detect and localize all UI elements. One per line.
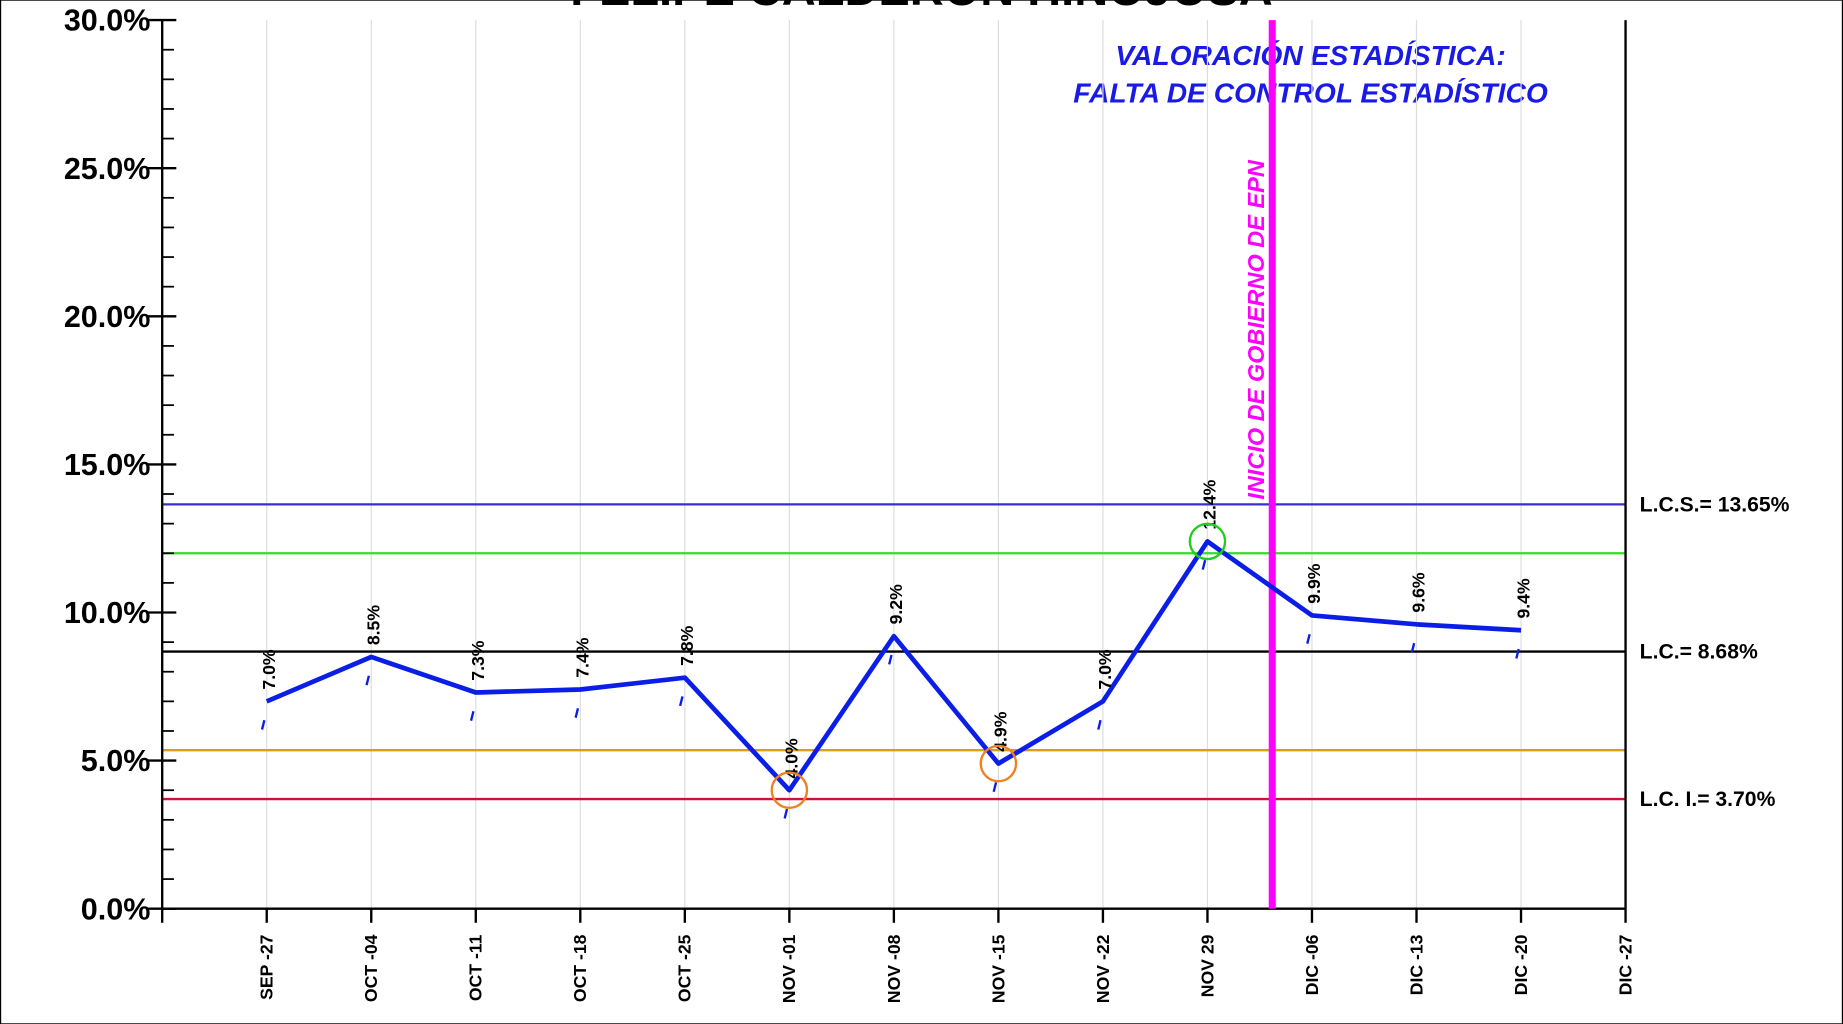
point-marker	[365, 675, 371, 686]
y-tick-label: 20.0%	[64, 300, 151, 334]
annotation: FALTA DE CONTROL ESTADÍSTICO	[1073, 76, 1548, 108]
data-label: 4.9%	[991, 711, 1011, 752]
data-label: 7.8%	[677, 625, 697, 666]
x-tick-label: DIC -06	[1302, 934, 1322, 995]
x-tick-label: NOV -08	[884, 934, 904, 1003]
y-tick-label: 15.0%	[64, 448, 151, 482]
x-tick-label: SEP -27	[257, 934, 277, 1000]
chart-title: FELIPE CALDERÓN HINOJOSA	[570, 0, 1272, 15]
point-marker	[574, 708, 580, 719]
point-marker	[1515, 648, 1520, 659]
highlight-circle	[770, 771, 809, 810]
annotation: VALORACIÓN ESTADÍSTICA:	[1115, 39, 1505, 71]
point-marker	[469, 710, 475, 721]
y-tick-label: 30.0%	[64, 4, 151, 38]
reference-label: L.C.= 8.68%	[1640, 641, 1758, 664]
x-tick-label: NOV -01	[779, 934, 799, 1003]
data-label: 7.4%	[573, 637, 593, 678]
data-label: 12.4%	[1200, 479, 1220, 529]
point-marker	[1097, 719, 1102, 730]
point-marker	[888, 654, 893, 665]
highlight-circle	[979, 744, 1018, 783]
y-tick-label: 10.0%	[64, 596, 151, 630]
x-tick-label: NOV -15	[988, 934, 1008, 1003]
x-tick-label: DIC -27	[1615, 934, 1635, 995]
x-tick-label: DIC -20	[1511, 934, 1531, 995]
point-marker	[1201, 559, 1207, 570]
point-marker	[678, 696, 684, 707]
point-marker	[1410, 642, 1416, 653]
event-label: INICIO DE GOBIERNO DE EPN	[1243, 159, 1269, 500]
reference-label: L.C. I.= 3.70%	[1640, 788, 1776, 811]
y-tick-label: 5.0%	[81, 744, 151, 778]
x-tick-label: NOV -22	[1093, 934, 1113, 1003]
x-tick-label: DIC -13	[1406, 934, 1426, 995]
x-tick-label: OCT -04	[361, 934, 381, 1002]
highlight-circle	[1188, 522, 1227, 561]
point-marker	[992, 782, 998, 793]
point-marker	[783, 808, 789, 819]
data-label: 8.5%	[363, 605, 383, 646]
x-tick-label: OCT -11	[466, 934, 486, 1001]
x-tick-label: NOV 29	[1197, 934, 1217, 997]
y-tick-label: 25.0%	[64, 152, 151, 186]
data-label: 9.9%	[1304, 563, 1324, 604]
point-marker	[260, 719, 266, 730]
series-line	[265, 539, 1522, 793]
point-marker	[1306, 633, 1311, 644]
y-tick-label: 0.0%	[81, 892, 151, 926]
x-tick-label: OCT -25	[675, 934, 695, 1002]
data-label: 7.0%	[259, 649, 279, 690]
data-label: 9.2%	[886, 584, 906, 625]
reference-label: L.C.S.= 13.65%	[1640, 493, 1790, 516]
x-tick-label: OCT -18	[570, 934, 590, 1002]
data-label: 4.0%	[782, 738, 802, 779]
data-label: 9.6%	[1409, 572, 1429, 613]
data-label: 7.0%	[1095, 649, 1115, 690]
data-label: 9.4%	[1513, 578, 1533, 619]
data-label: 7.3%	[468, 640, 488, 681]
